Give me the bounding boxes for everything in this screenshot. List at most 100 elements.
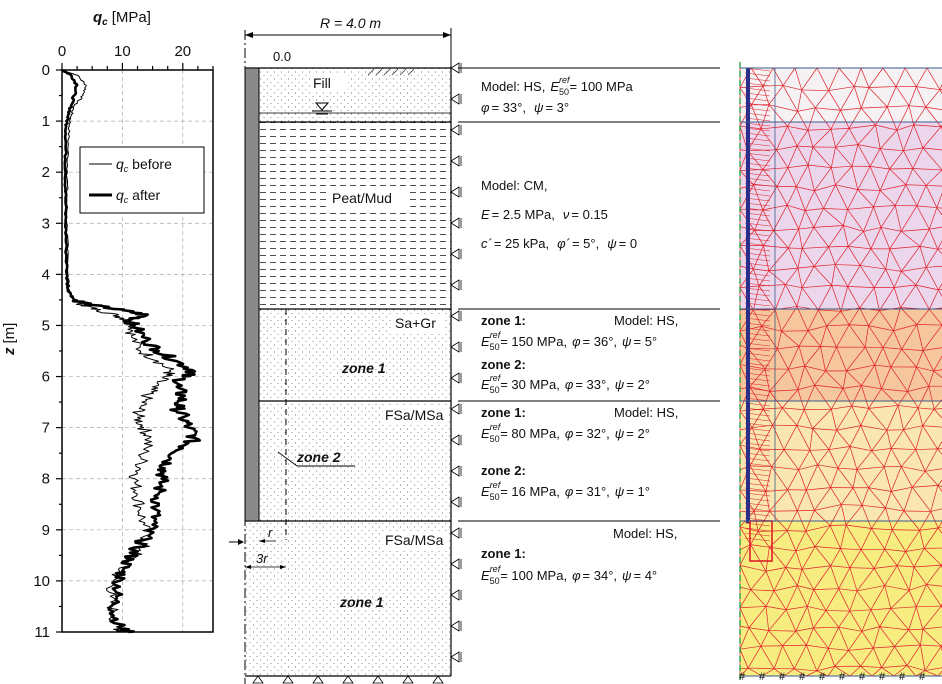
series-qc-after xyxy=(61,68,202,634)
mesh-edge xyxy=(798,346,805,367)
mesh-edge xyxy=(739,667,749,677)
mesh-edge xyxy=(861,385,870,409)
mesh-edge xyxy=(828,86,855,91)
zone-1-label-upper: zone 1 xyxy=(341,360,386,376)
mesh-edge xyxy=(830,127,850,130)
mesh-edge xyxy=(861,487,869,506)
mesh-edge xyxy=(924,547,942,549)
mesh-edge xyxy=(879,608,892,627)
mesh-edge xyxy=(798,330,809,347)
mesh-edge xyxy=(760,645,775,669)
mesh-edge xyxy=(787,145,798,168)
mesh-edge xyxy=(919,530,925,549)
mesh-edge xyxy=(837,446,851,469)
mesh-edge xyxy=(838,67,855,87)
mesh-edge xyxy=(782,630,797,646)
mesh-edge xyxy=(781,389,799,409)
mesh-edge xyxy=(787,125,809,131)
mesh-edge xyxy=(796,425,813,429)
mesh-edge xyxy=(765,590,775,607)
mesh-region-fill xyxy=(740,68,942,122)
mesh-edge xyxy=(889,231,902,250)
mesh-edge xyxy=(817,464,831,488)
mesh-edge xyxy=(847,286,875,288)
mesh-edge xyxy=(886,106,898,131)
mesh-edge xyxy=(849,324,869,326)
mesh-edge xyxy=(851,405,869,409)
mesh-edge xyxy=(896,565,910,591)
mesh-edge xyxy=(849,425,862,447)
mesh-edge xyxy=(787,164,809,169)
mesh-edge xyxy=(884,529,893,550)
roller-support-icon xyxy=(252,675,264,684)
mesh-edge xyxy=(753,268,760,287)
mesh-edge xyxy=(903,487,913,512)
mesh-edge xyxy=(747,667,763,677)
fixity-icon: # xyxy=(859,671,866,683)
mesh-edge xyxy=(777,331,782,350)
mesh-edge xyxy=(777,348,789,370)
mesh-edge xyxy=(840,107,862,111)
mesh-edge xyxy=(890,491,905,512)
mesh-edge xyxy=(764,368,770,392)
mesh-edge xyxy=(925,106,942,111)
params-fsa-msa-upper: zone 1: Model: HS, E50ref= 80 MPa, φ = 32°… xyxy=(481,405,678,502)
mesh-edge xyxy=(860,425,873,451)
mesh-edge xyxy=(772,407,783,426)
mesh-edge xyxy=(915,606,924,630)
mesh-edge xyxy=(830,147,836,168)
mesh-edge xyxy=(887,105,910,108)
mesh-edge xyxy=(739,667,749,670)
fixity-icon: # xyxy=(839,671,846,683)
mesh-edge xyxy=(838,567,851,589)
mesh-edge xyxy=(838,610,851,628)
mesh-edge xyxy=(851,144,859,167)
mesh-edge xyxy=(812,128,832,148)
mesh-edge xyxy=(890,448,902,467)
mesh-edge xyxy=(834,650,849,667)
mesh-edge xyxy=(781,306,798,332)
roller-support-icon xyxy=(450,620,460,632)
mesh-edge xyxy=(765,547,770,572)
mesh-edge xyxy=(787,126,798,147)
mesh-edge xyxy=(863,227,882,232)
mesh-edge xyxy=(831,405,852,410)
mesh-edge xyxy=(807,146,814,166)
mesh-edge xyxy=(895,67,906,87)
mesh-edge xyxy=(916,86,940,91)
y-tick-label: 6 xyxy=(42,369,50,386)
mesh-edge xyxy=(783,449,810,451)
mesh-edge xyxy=(762,167,788,170)
mesh-edge xyxy=(901,348,924,351)
mesh-edge xyxy=(916,309,930,325)
roller-support-icon xyxy=(450,124,460,136)
mesh-edge xyxy=(768,270,786,285)
mesh-edge xyxy=(937,248,942,255)
mesh-edge xyxy=(904,67,917,87)
mesh-edge xyxy=(861,364,875,386)
mesh-edge xyxy=(748,348,778,350)
svg-text:φ= 33°,ψ= 3°: φ = 33°, ψ = 3° xyxy=(481,100,569,115)
mesh-edge xyxy=(873,287,880,311)
mesh-edge xyxy=(873,206,882,228)
mesh-edge xyxy=(915,425,923,450)
mesh-edge xyxy=(834,666,851,677)
mesh-edge xyxy=(757,531,770,548)
mesh-edge xyxy=(840,504,847,526)
mesh-edge xyxy=(912,147,924,169)
svg-text:E50ref= 30 MPa,φ= 33°,ψ= 2°: E50ref= 30 MPa, φ = 33°, ψ = 2° xyxy=(481,373,650,395)
mesh-edge xyxy=(805,531,816,547)
y-tick-label: 3 xyxy=(42,215,50,232)
mesh-edge xyxy=(814,510,831,526)
mesh-edge xyxy=(787,469,799,490)
mesh-edge xyxy=(937,441,942,450)
mesh-edge xyxy=(781,407,798,426)
roller-support-icon xyxy=(282,675,294,684)
mesh-edge xyxy=(847,206,874,210)
mesh-edge xyxy=(795,606,808,632)
mesh-edge xyxy=(781,330,800,347)
mesh-edge xyxy=(882,67,897,87)
mesh-edge xyxy=(906,665,926,671)
mesh-edge xyxy=(856,590,872,610)
mesh-edge xyxy=(871,507,886,529)
